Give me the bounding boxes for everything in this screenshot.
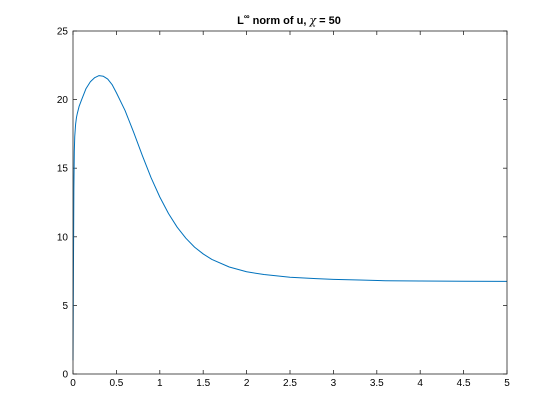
tick-labels: 0 0.5 1 1.5 2 2.5 3 3.5 4 4.5 5 0 5 10 15 20 25 — [57, 27, 510, 390]
x-tick-label: 0.5 — [109, 378, 123, 389]
y-tick-label: 5 — [62, 301, 68, 312]
series-line — [72, 75, 508, 361]
y-tick-label: 0 — [62, 370, 68, 381]
x-tick-label: 1.5 — [196, 378, 210, 389]
x-tick-label: 2.5 — [283, 378, 297, 389]
y-tick-label: 15 — [57, 164, 69, 175]
x-tick-label: 3.5 — [370, 378, 384, 389]
x-tick-label: 1 — [157, 378, 163, 389]
x-tick-label: 4 — [417, 378, 423, 389]
x-tick-label: 0 — [70, 378, 76, 389]
plot-area — [73, 31, 507, 374]
x-tick-label: 4.5 — [457, 378, 471, 389]
x-tick-label: 3 — [331, 378, 337, 389]
x-tick-label: 5 — [504, 378, 510, 389]
y-tick-label: 20 — [57, 95, 69, 106]
y-tick-label: 10 — [57, 232, 69, 243]
x-tick-label: 2 — [244, 378, 250, 389]
axes-box — [72, 30, 508, 375]
y-tick-label: 25 — [57, 27, 69, 38]
chart-title: L∞ norm of u, χ = 50 — [237, 12, 341, 27]
